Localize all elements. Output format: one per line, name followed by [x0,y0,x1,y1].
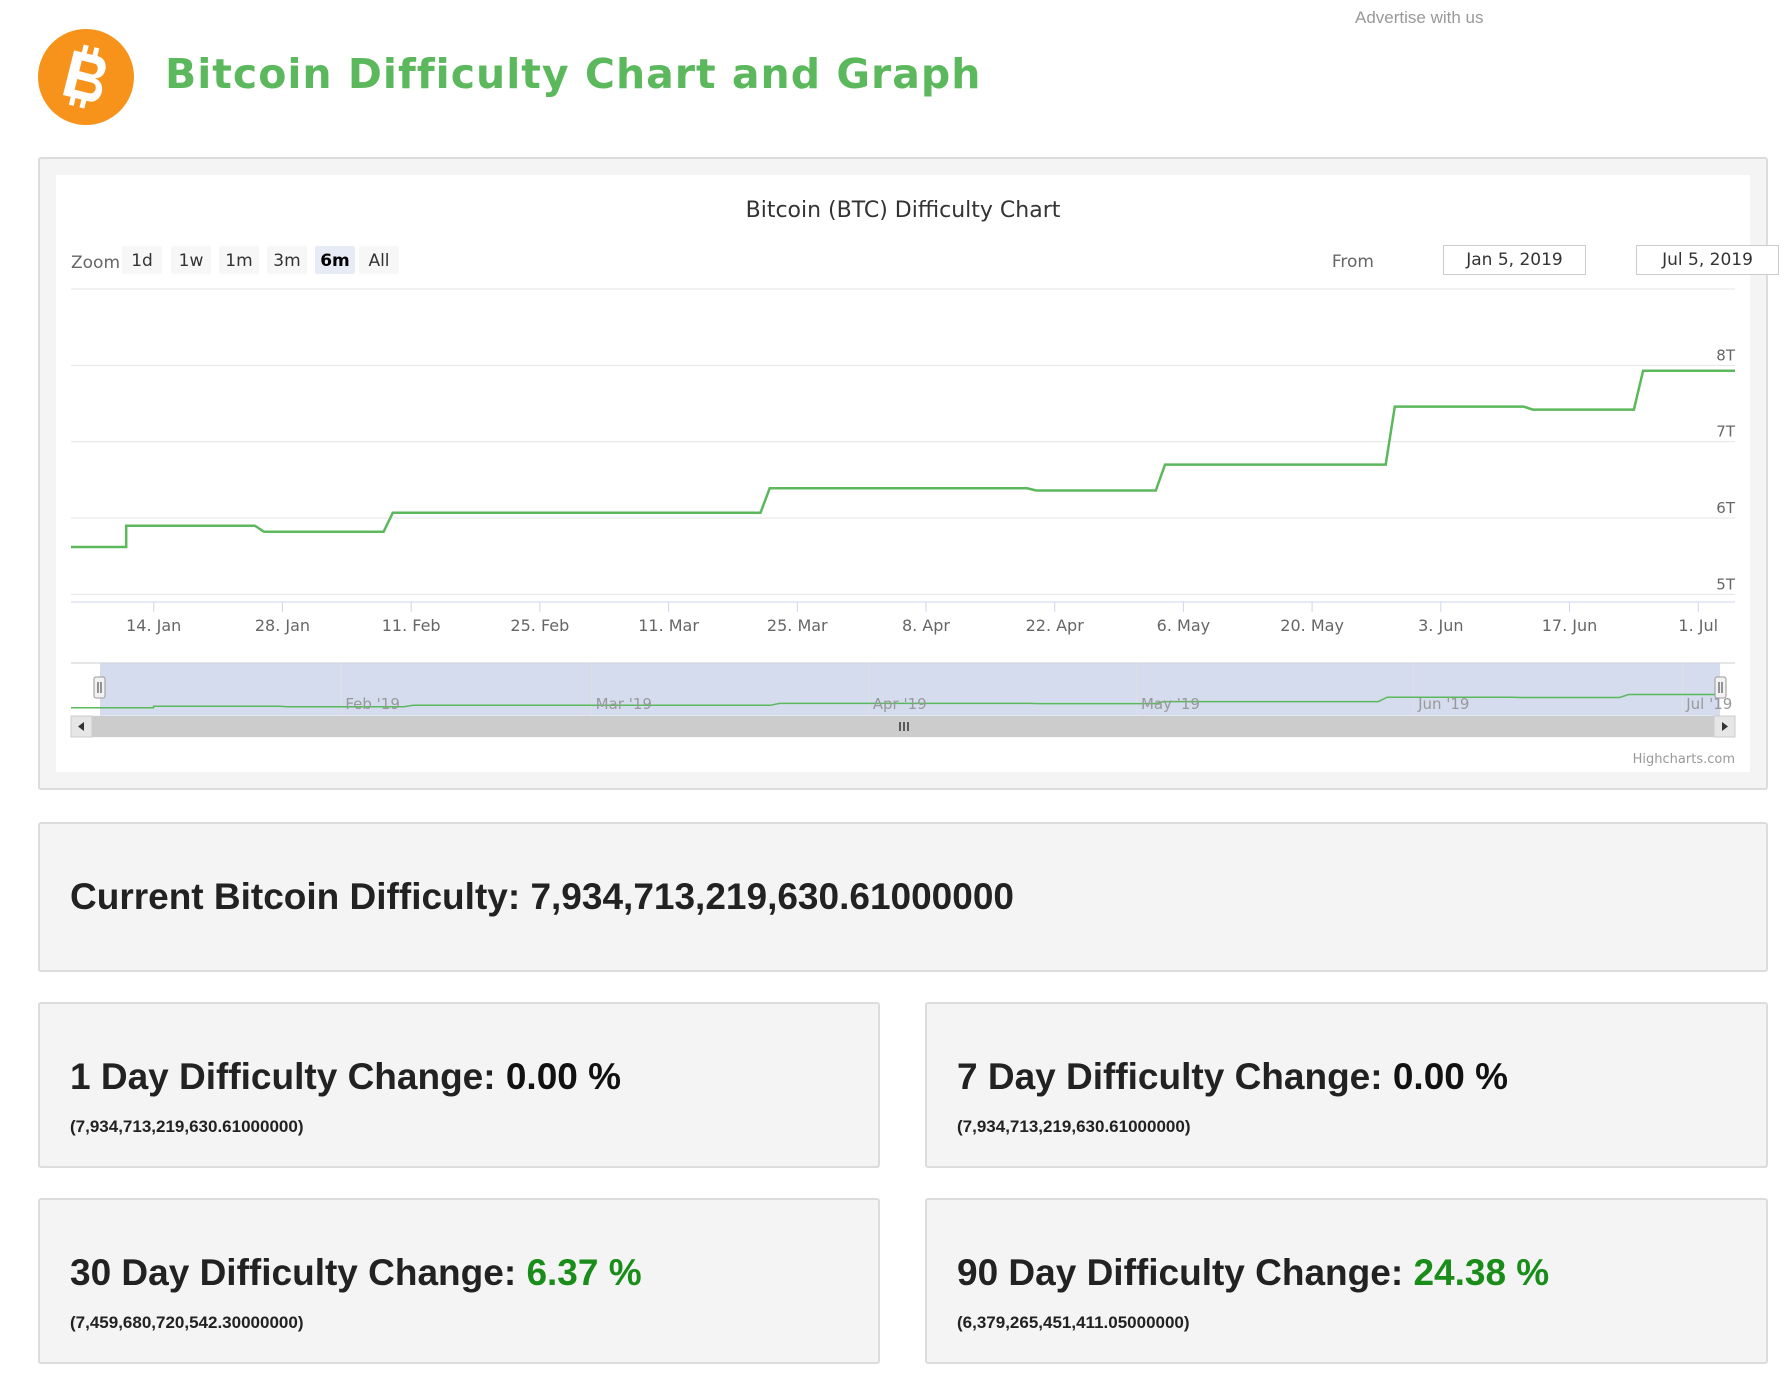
day30-change: 30 Day Difficulty Change: 6.37 % [70,1252,642,1294]
y-axis: 5T 6T 7T 8T [1716,346,1736,593]
zoom-button-label: 3m [273,251,300,271]
navigator-label: Mar '19 [596,695,652,713]
chart-svg: Bitcoin (BTC) Difficulty Chart Zoom 1d 1w… [70,198,1736,767]
zoom-button-label: 6m [320,251,350,271]
x-tick-label: 14. Jan [126,616,181,635]
navigator-label: Feb '19 [345,695,400,713]
day7-change-value: 0.00 % [1392,1056,1509,1097]
navigator-handle-left[interactable] [93,676,106,699]
zoom-button-1m[interactable]: 1m [219,246,259,274]
day1-change-label: 1 Day Difficulty Change: [70,1056,496,1097]
chart-title: Bitcoin (BTC) Difficulty Chart [746,198,1061,223]
zoom-button-label: 1d [131,251,153,271]
zoom-button-label: 1w [179,251,204,271]
y-tick-label: 8T [1716,346,1736,364]
zoom-buttons: 1d 1w 1m 3m 6m All [122,246,399,274]
navigator-label: May '19 [1141,695,1200,713]
zoom-button-1d[interactable]: 1d [122,246,162,274]
from-date-input[interactable] [1443,245,1586,275]
day7-change-label: 7 Day Difficulty Change: [957,1056,1383,1097]
zoom-label: Zoom [71,253,120,273]
navigator-label: Apr '19 [873,695,927,713]
y-tick-label: 7T [1716,423,1736,441]
day1-difficulty-value: (7,934,713,219,630.61000000) [70,1117,304,1136]
day90-change-panel: 90 Day Difficulty Change: 24.38 % (6,379… [925,1198,1768,1364]
day30-change-panel: 30 Day Difficulty Change: 6.37 % (7,459,… [38,1198,880,1364]
zoom-button-3m[interactable]: 3m [267,246,307,274]
x-tick-label: 28. Jan [255,616,310,635]
x-tick-label: 17. Jun [1542,616,1598,635]
chart-credits[interactable]: Highcharts.com [1633,752,1735,767]
x-tick-label: 11. Feb [382,616,441,635]
day7-difficulty-value: (7,934,713,219,630.61000000) [957,1117,1191,1136]
scrollbar-right-button[interactable] [1713,715,1736,738]
current-difficulty-panel: Current Bitcoin Difficulty: 7,934,713,21… [38,822,1768,972]
x-tick-label: 11. Mar [638,616,699,635]
day30-change-label: 30 Day Difficulty Change: [70,1252,517,1293]
x-tick-label: 25. Mar [767,616,828,635]
current-difficulty-label: Current Bitcoin Difficulty: [70,876,521,917]
current-difficulty-value: 7,934,713,219,630.61000000 [530,876,1014,917]
day7-change-panel: 7 Day Difficulty Change: 0.00 % (7,934,7… [925,1002,1768,1168]
x-tick-label: 20. May [1280,616,1344,635]
x-tick-label: 1. Jul [1678,616,1718,635]
to-date-input[interactable] [1636,245,1779,275]
navigator-series-line [71,693,1718,709]
navigator-grid [340,663,1683,716]
navigator[interactable]: Feb '19 Mar '19 Apr '19 May '19 Jun '19 Jul '… [70,662,1736,738]
day7-change: 7 Day Difficulty Change: 0.00 % [957,1056,1508,1098]
day30-difficulty-value: (7,459,680,720,542.30000000) [70,1313,304,1332]
y-tick-label: 6T [1716,499,1736,517]
day1-change-panel: 1 Day Difficulty Change: 0.00 % (7,934,7… [38,1002,880,1168]
day90-difficulty-value: (6,379,265,451,411.05000000) [957,1313,1190,1332]
arrow-left-icon [78,722,84,731]
day30-change-value: 6.37 % [526,1252,642,1293]
zoom-button-all[interactable]: All [359,246,399,274]
chart-panel: Bitcoin (BTC) Difficulty Chart Zoom 1d 1w… [38,157,1779,790]
current-difficulty: Current Bitcoin Difficulty: 7,934,713,21… [70,876,1014,918]
day1-change: 1 Day Difficulty Change: 0.00 % [70,1056,621,1098]
scrollbar-thumb[interactable] [92,716,1714,737]
x-tick-label: 22. Apr [1026,616,1085,635]
arrow-right-icon [1722,722,1728,731]
navigator-labels: Feb '19 Mar '19 Apr '19 May '19 Jun '19 Jul '… [345,695,1732,713]
gridlines [71,288,1735,595]
scrollbar-left-button[interactable] [70,715,93,738]
day1-change-value: 0.00 % [505,1056,622,1097]
zoom-button-6m[interactable]: 6m [315,246,355,274]
x-axis: 14. Jan 28. Jan 11. Feb 25. Feb 11. Mar 25. M… [126,602,1718,635]
navigator-label: Jul '19 [1685,695,1732,713]
navigator-handle-right[interactable] [1714,676,1727,699]
from-label: From [1332,252,1374,272]
scrollbar-grip-icon [899,722,909,731]
zoom-button-label: 1m [225,251,252,271]
y-tick-label: 5T [1716,575,1736,593]
day90-change-value: 24.38 % [1413,1252,1550,1293]
difficulty-series-line [71,369,1735,549]
x-tick-label: 25. Feb [510,616,569,635]
zoom-button-1w[interactable]: 1w [171,246,211,274]
difficulty-chart: Bitcoin (BTC) Difficulty Chart Zoom 1d 1w… [56,175,1779,772]
bitcoin-logo-icon[interactable] [38,29,134,125]
advertise-link[interactable]: Advertise with us [1355,8,1484,27]
day90-change-label: 90 Day Difficulty Change: [957,1252,1404,1293]
day90-change: 90 Day Difficulty Change: 24.38 % [957,1252,1549,1294]
zoom-button-label: All [368,251,389,271]
x-tick-label: 6. May [1157,616,1210,635]
x-tick-label: 3. Jun [1418,616,1463,635]
page-title: Bitcoin Difficulty Chart and Graph [165,50,982,98]
navigator-label: Jun '19 [1417,695,1469,713]
x-tick-label: 8. Apr [902,616,950,635]
